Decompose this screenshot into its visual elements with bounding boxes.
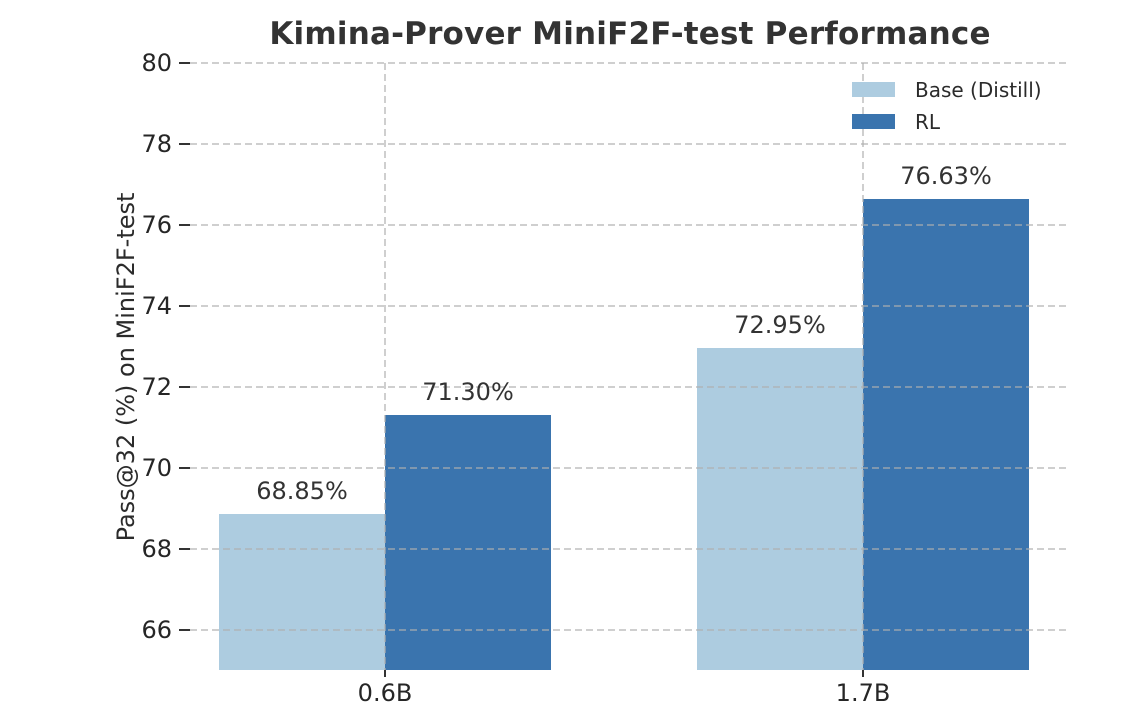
bar-value-label: 68.85%	[256, 477, 348, 506]
legend-item: Base (Distill)	[852, 78, 1042, 102]
x-gridline	[384, 63, 386, 670]
legend: Base (Distill) RL	[852, 78, 1042, 146]
legend-label: RL	[915, 109, 941, 134]
x-tick-label: 0.6B	[357, 679, 413, 707]
y-gridline	[190, 547, 1070, 550]
bar-base-distill--0.6B	[219, 514, 385, 670]
y-tick-label: 74	[141, 291, 172, 320]
y-tick-mark	[179, 385, 190, 388]
legend-swatch-icon	[852, 114, 895, 129]
y-tick-label: 66	[141, 615, 172, 644]
bar-value-label: 72.95%	[734, 311, 826, 340]
y-tick-label: 70	[141, 453, 172, 482]
y-gridline	[190, 223, 1070, 226]
bar-rl-0.6B	[385, 415, 551, 670]
y-tick-mark	[179, 223, 190, 226]
y-tick-label: 76	[141, 210, 172, 239]
y-tick-mark	[179, 466, 190, 469]
x-gridline	[862, 63, 864, 670]
x-tick-mark	[384, 670, 386, 677]
y-gridline	[190, 385, 1070, 388]
y-tick-mark	[179, 304, 190, 307]
y-tick-label: 68	[141, 534, 172, 563]
legend-swatch-icon	[852, 82, 895, 97]
chart-title: Kimina-Prover MiniF2F-test Performance	[269, 16, 991, 52]
bar-rl-1.7B	[863, 199, 1029, 670]
y-gridline	[190, 304, 1070, 307]
legend-label: Base (Distill)	[915, 77, 1042, 102]
bar-value-label: 71.30%	[422, 378, 514, 407]
y-gridline	[190, 142, 1070, 145]
x-tick-label: 1.7B	[835, 679, 891, 707]
y-gridline	[190, 62, 1070, 64]
x-tick-mark	[862, 670, 864, 677]
y-gridline	[190, 628, 1070, 631]
y-tick-mark	[179, 142, 190, 145]
y-gridline	[190, 466, 1070, 469]
y-tick-mark	[179, 62, 190, 64]
y-tick-mark	[179, 547, 190, 550]
y-tick-label: 72	[141, 372, 172, 401]
legend-item: RL	[852, 110, 1042, 134]
y-tick-mark	[179, 628, 190, 631]
bar-base-distill--1.7B	[697, 348, 863, 670]
bar-value-label: 76.63%	[900, 162, 992, 191]
y-tick-label: 80	[141, 49, 172, 77]
y-tick-label: 78	[141, 129, 172, 158]
